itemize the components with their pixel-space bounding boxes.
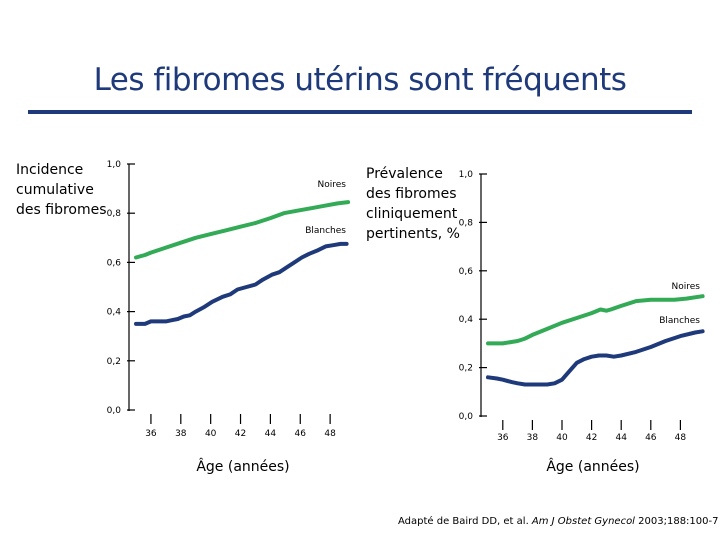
series-label-blanches: Blanches xyxy=(659,316,700,326)
x-tick-label: 38 xyxy=(175,429,187,439)
credit-suffix: 2003;188:100-7 xyxy=(634,516,719,527)
series-line-blanches xyxy=(134,241,349,326)
series-line-noires xyxy=(134,200,351,260)
y-tick-label: 0,6 xyxy=(459,267,474,277)
y-tick-label: 0,2 xyxy=(459,364,473,374)
x-tick-label: 46 xyxy=(295,429,307,439)
x-tick-label: 42 xyxy=(235,429,246,439)
x-tick-label: 40 xyxy=(556,433,568,443)
x-tick-label: 42 xyxy=(586,433,597,443)
x-tick-label: 48 xyxy=(324,429,336,439)
x-tick-label: 40 xyxy=(205,429,217,439)
source-credit: Adapté de Baird DD, et al. Am J Obstet G… xyxy=(398,516,718,527)
x-tick-label: 46 xyxy=(645,433,657,443)
x-tick-label: 48 xyxy=(675,433,687,443)
x-tick-label: 38 xyxy=(527,433,539,443)
y-tick-label: 0,6 xyxy=(107,258,122,268)
y-tick-label: 0,8 xyxy=(459,218,474,228)
x-tick-label: 36 xyxy=(497,433,509,443)
series-label-noires: Noires xyxy=(318,180,347,190)
series-line-noires xyxy=(486,294,705,346)
left-chart-ylabel: Incidence cumulative des fibromes xyxy=(16,162,107,218)
right-chart-xlabel: Âge (années) xyxy=(546,459,640,475)
y-tick-label: 0,0 xyxy=(107,406,122,416)
y-tick-label: 0,8 xyxy=(107,209,122,219)
x-tick-label: 44 xyxy=(615,433,627,443)
left-chart-xlabel: Âge (années) xyxy=(196,459,290,475)
y-tick-label: 0,2 xyxy=(107,357,121,367)
y-tick-label: 1,0 xyxy=(459,170,474,180)
y-tick-label: 1,0 xyxy=(107,160,122,170)
title-rule xyxy=(28,110,692,114)
right-chart-ylabel: Prévalence des fibromes cliniquement per… xyxy=(366,166,460,242)
y-tick-label: 0,0 xyxy=(459,412,474,422)
series-label-noires: Noires xyxy=(672,282,701,292)
credit-prefix: Adapté de Baird DD, et al. xyxy=(398,516,532,527)
credit-journal: Am J Obstet Gynecol xyxy=(531,516,635,527)
series-line-blanches xyxy=(486,329,705,387)
x-tick-label: 36 xyxy=(145,429,157,439)
series-label-blanches: Blanches xyxy=(305,226,346,236)
slide-title: Les fibromes utérins sont fréquents xyxy=(93,62,627,98)
y-tick-label: 0,4 xyxy=(459,315,474,325)
x-tick-label: 44 xyxy=(265,429,277,439)
y-tick-label: 0,4 xyxy=(107,308,122,318)
